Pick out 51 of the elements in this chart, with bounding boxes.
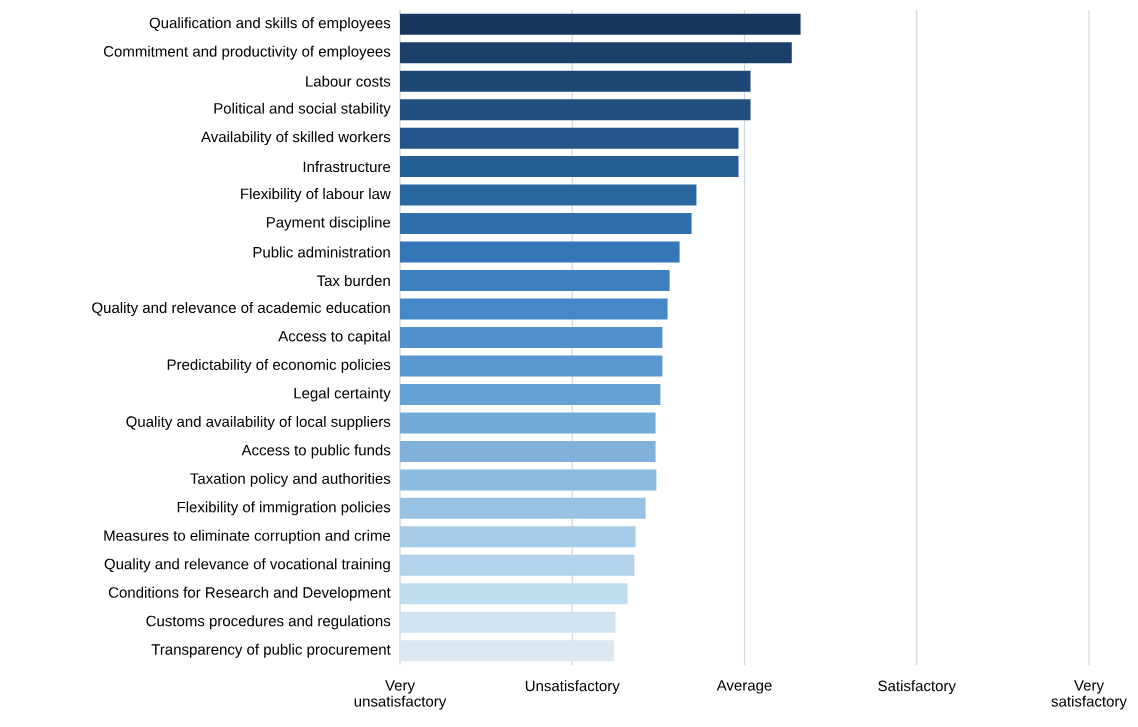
y-tick-label: Tax burden xyxy=(316,275,390,287)
y-tick-label: Political and social stability xyxy=(214,102,391,117)
ref-line-label: Very satisfactory xyxy=(1051,680,1127,710)
ref-line-label: Satisfactory xyxy=(878,680,956,695)
y-tick-label: Predictability of economic policies xyxy=(167,358,391,373)
bar xyxy=(400,640,615,662)
ref-line-label: Average xyxy=(716,680,772,694)
y-tick-label: Taxation policy and authorities xyxy=(190,472,391,487)
y-tick-label: Legal certainty xyxy=(294,387,391,402)
bar xyxy=(400,383,661,405)
y-tick-label: Infrastructure xyxy=(303,161,391,173)
y-tick-label: Conditions for Research and Development xyxy=(108,586,391,601)
y-tick-label: Quality and availability of local suppliers xyxy=(126,415,391,430)
y-tick-label: Payment discipline xyxy=(266,216,391,231)
bar xyxy=(400,42,792,64)
y-tick-label: Labour costs xyxy=(306,75,391,87)
bar xyxy=(400,326,663,348)
bar xyxy=(400,213,692,235)
ref-line-label: Unsatisfactory xyxy=(525,680,620,695)
y-tick-label: Commitment and productivity of employees xyxy=(103,45,391,60)
bar xyxy=(400,355,663,377)
y-tick-label: Public administration xyxy=(253,246,390,258)
ref-line-label: Very unsatisfactory xyxy=(354,680,447,710)
bar xyxy=(400,184,697,206)
bar xyxy=(400,156,739,178)
bar xyxy=(400,412,656,434)
bar xyxy=(400,526,636,548)
bar xyxy=(400,583,628,605)
bar xyxy=(400,440,656,462)
bar xyxy=(400,611,616,633)
bar xyxy=(400,127,739,149)
y-tick-label: Flexibility of immigration policies xyxy=(177,501,391,516)
y-tick-label: Availability of skilled workers xyxy=(201,131,391,146)
y-tick-label: Access to capital xyxy=(278,330,390,345)
bar xyxy=(400,497,646,519)
bar xyxy=(400,241,680,263)
bar xyxy=(400,469,657,491)
y-tick-label: Measures to eliminate corruption and crime xyxy=(104,529,391,544)
bar xyxy=(400,554,635,576)
bar xyxy=(400,270,670,292)
bar xyxy=(400,99,751,121)
bar xyxy=(400,70,751,92)
y-tick-label: Transparency of public procurement xyxy=(151,643,391,658)
y-tick-label: Customs procedures and regulations xyxy=(146,615,391,630)
bar xyxy=(400,298,668,320)
y-tick-label: Access to public funds xyxy=(241,444,391,459)
bar xyxy=(400,13,801,35)
y-tick-label: Quality and relevance of academic education xyxy=(92,302,390,316)
y-tick-label: Flexibility of labour law xyxy=(241,188,391,203)
y-tick-label: Quality and relevance of vocational training xyxy=(104,558,390,573)
y-tick-label: Qualification and skills of employees xyxy=(149,17,391,32)
